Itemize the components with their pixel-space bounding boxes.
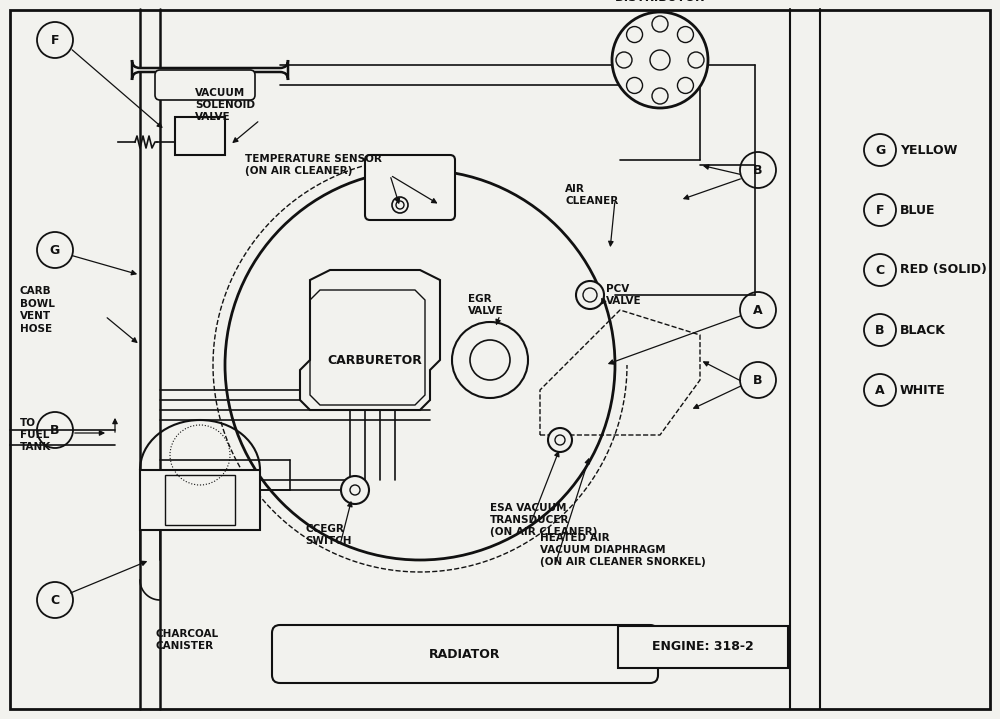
Circle shape xyxy=(616,52,632,68)
Text: ENGINE: 318-2: ENGINE: 318-2 xyxy=(652,641,754,654)
Bar xyxy=(140,470,260,530)
Bar xyxy=(165,475,235,525)
Circle shape xyxy=(627,27,643,42)
Text: G: G xyxy=(50,244,60,257)
Text: A: A xyxy=(875,383,885,396)
Text: YELLOW: YELLOW xyxy=(900,144,957,157)
Polygon shape xyxy=(300,270,440,410)
Text: F: F xyxy=(876,203,884,216)
FancyBboxPatch shape xyxy=(155,70,255,100)
Text: CARB
BOWL
VENT
HOSE: CARB BOWL VENT HOSE xyxy=(20,286,55,334)
Circle shape xyxy=(548,428,572,452)
Text: BLUE: BLUE xyxy=(900,203,936,216)
Text: DISTRIBUTOR: DISTRIBUTOR xyxy=(615,0,705,4)
Text: HEATED AIR
VACUUM DIAPHRAGM
(ON AIR CLEANER SNORKEL): HEATED AIR VACUUM DIAPHRAGM (ON AIR CLEA… xyxy=(540,533,706,567)
Text: RADIATOR: RADIATOR xyxy=(429,648,501,661)
Text: CHARCOAL
CANISTER: CHARCOAL CANISTER xyxy=(155,629,218,651)
Circle shape xyxy=(350,485,360,495)
FancyBboxPatch shape xyxy=(132,60,288,80)
Text: RED (SOLID): RED (SOLID) xyxy=(900,263,987,277)
Circle shape xyxy=(452,322,528,398)
Circle shape xyxy=(225,170,615,560)
Text: B: B xyxy=(753,163,763,176)
Text: VACUUM
SOLENOID
VALVE: VACUUM SOLENOID VALVE xyxy=(195,88,255,122)
Text: CARBURETOR: CARBURETOR xyxy=(328,354,422,367)
Circle shape xyxy=(576,281,604,309)
Text: G: G xyxy=(875,144,885,157)
Bar xyxy=(618,626,788,668)
FancyBboxPatch shape xyxy=(272,625,658,683)
Circle shape xyxy=(627,78,643,93)
Circle shape xyxy=(677,27,693,42)
Text: PCV
VALVE: PCV VALVE xyxy=(606,284,642,306)
Text: AIR
CLEANER: AIR CLEANER xyxy=(565,184,618,206)
Circle shape xyxy=(650,50,670,70)
Text: B: B xyxy=(753,373,763,387)
Circle shape xyxy=(652,16,668,32)
Bar xyxy=(175,117,225,155)
Text: F: F xyxy=(51,34,59,47)
Text: TO
FUEL
TANK: TO FUEL TANK xyxy=(20,418,51,452)
Text: TEMPERATURE SENSOR
(ON AIR CLEANER): TEMPERATURE SENSOR (ON AIR CLEANER) xyxy=(245,154,382,176)
Circle shape xyxy=(470,340,510,380)
FancyBboxPatch shape xyxy=(365,155,455,220)
Text: ESA VACUUM
TRANSDUCER
(ON AIR CLEANER): ESA VACUUM TRANSDUCER (ON AIR CLEANER) xyxy=(490,503,597,537)
Text: WHITE: WHITE xyxy=(900,383,946,396)
Circle shape xyxy=(583,288,597,302)
Circle shape xyxy=(677,78,693,93)
Circle shape xyxy=(612,12,708,108)
Text: EGR
VALVE: EGR VALVE xyxy=(468,294,504,316)
Circle shape xyxy=(688,52,704,68)
Text: A: A xyxy=(753,303,763,316)
Circle shape xyxy=(652,88,668,104)
Text: BLACK: BLACK xyxy=(900,324,946,336)
Circle shape xyxy=(341,476,369,504)
Text: C: C xyxy=(50,593,60,607)
Text: B: B xyxy=(50,423,60,436)
Circle shape xyxy=(392,197,408,213)
Text: CCEGR
SWITCH: CCEGR SWITCH xyxy=(305,524,352,546)
Text: C: C xyxy=(875,263,885,277)
Circle shape xyxy=(396,201,404,209)
Text: B: B xyxy=(875,324,885,336)
